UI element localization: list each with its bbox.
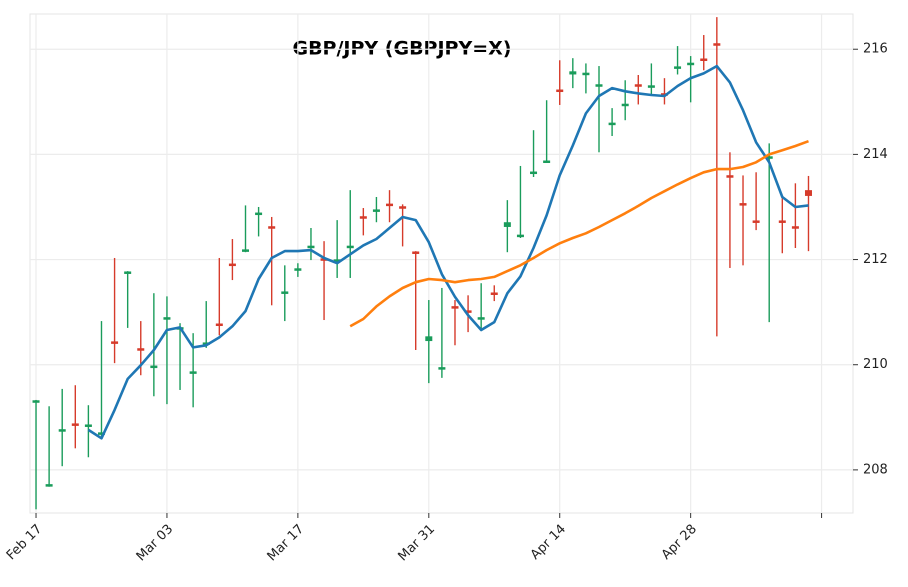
y-tick-label: 212	[863, 252, 888, 267]
candle-body	[530, 171, 538, 175]
candle-body	[556, 89, 564, 93]
candle-body	[346, 245, 354, 249]
x-tick-label: Mar 03	[134, 522, 177, 565]
candle-body	[255, 212, 263, 216]
candle-body	[608, 122, 616, 126]
y-tick-label: 214	[863, 147, 888, 162]
candle-body	[137, 348, 145, 351]
candle-body	[464, 310, 472, 313]
candle-body	[700, 58, 708, 61]
candle-body	[372, 209, 380, 212]
candle-body	[765, 156, 773, 159]
candle-body	[124, 271, 132, 274]
candle-body	[752, 220, 760, 223]
candle-body	[713, 43, 721, 46]
candle-body	[333, 259, 341, 262]
x-tick-label: Mar 31	[396, 522, 439, 565]
candle-body	[58, 429, 66, 432]
candle-body	[477, 317, 485, 320]
candle-body	[647, 85, 655, 88]
plot-frame	[29, 13, 854, 514]
candle-body	[503, 222, 511, 227]
candle-body	[202, 342, 210, 345]
candle-body	[320, 258, 328, 261]
candle-body	[634, 84, 642, 87]
candle-body	[242, 249, 250, 252]
candle-body	[32, 400, 40, 403]
candle-body	[425, 336, 433, 342]
candle-body	[804, 190, 812, 196]
candle-body	[791, 226, 799, 229]
candle-body	[307, 245, 315, 249]
candle-body	[97, 432, 105, 435]
candle-body	[438, 367, 446, 370]
candle-body	[71, 423, 79, 426]
candle-body	[359, 216, 367, 219]
candle-body	[228, 263, 236, 267]
y-tick-label: 216	[863, 42, 888, 57]
candle-body	[687, 62, 695, 66]
candle-body	[490, 292, 498, 295]
y-tick-label: 210	[863, 357, 888, 372]
x-tick-label: Apr 28	[659, 522, 700, 563]
candle-body	[739, 203, 747, 206]
candle-body	[569, 71, 577, 75]
chart-title: GBP/JPY (GBPJPY=X)	[292, 38, 511, 60]
candle-body	[386, 203, 394, 207]
candle-body	[726, 175, 734, 178]
candle-body	[163, 317, 171, 320]
candle-body	[412, 251, 420, 254]
candle-body	[516, 234, 524, 238]
candle-body	[268, 226, 276, 229]
y-tick-label: 208	[863, 462, 888, 477]
candle-body	[294, 268, 302, 271]
x-tick-label: Apr 14	[528, 522, 569, 563]
candle-body	[84, 424, 92, 427]
x-tick-label: Feb 17	[4, 522, 46, 564]
candle-body	[543, 160, 551, 164]
candle-body	[189, 371, 197, 374]
candle-body	[215, 323, 223, 327]
candle-body	[621, 103, 629, 107]
candle-body	[281, 291, 289, 294]
x-tick-label: Mar 17	[265, 522, 308, 565]
moving-average-line	[87, 64, 809, 440]
candle-body	[778, 220, 786, 223]
candle-body	[582, 72, 590, 76]
candle-body	[674, 66, 682, 69]
moving-average-line	[349, 139, 809, 328]
candle-body	[451, 306, 459, 309]
candle-body	[111, 341, 119, 344]
candle-body	[399, 206, 407, 209]
candle-body	[45, 484, 53, 487]
candle-body	[595, 84, 603, 87]
candle-body	[150, 365, 158, 369]
